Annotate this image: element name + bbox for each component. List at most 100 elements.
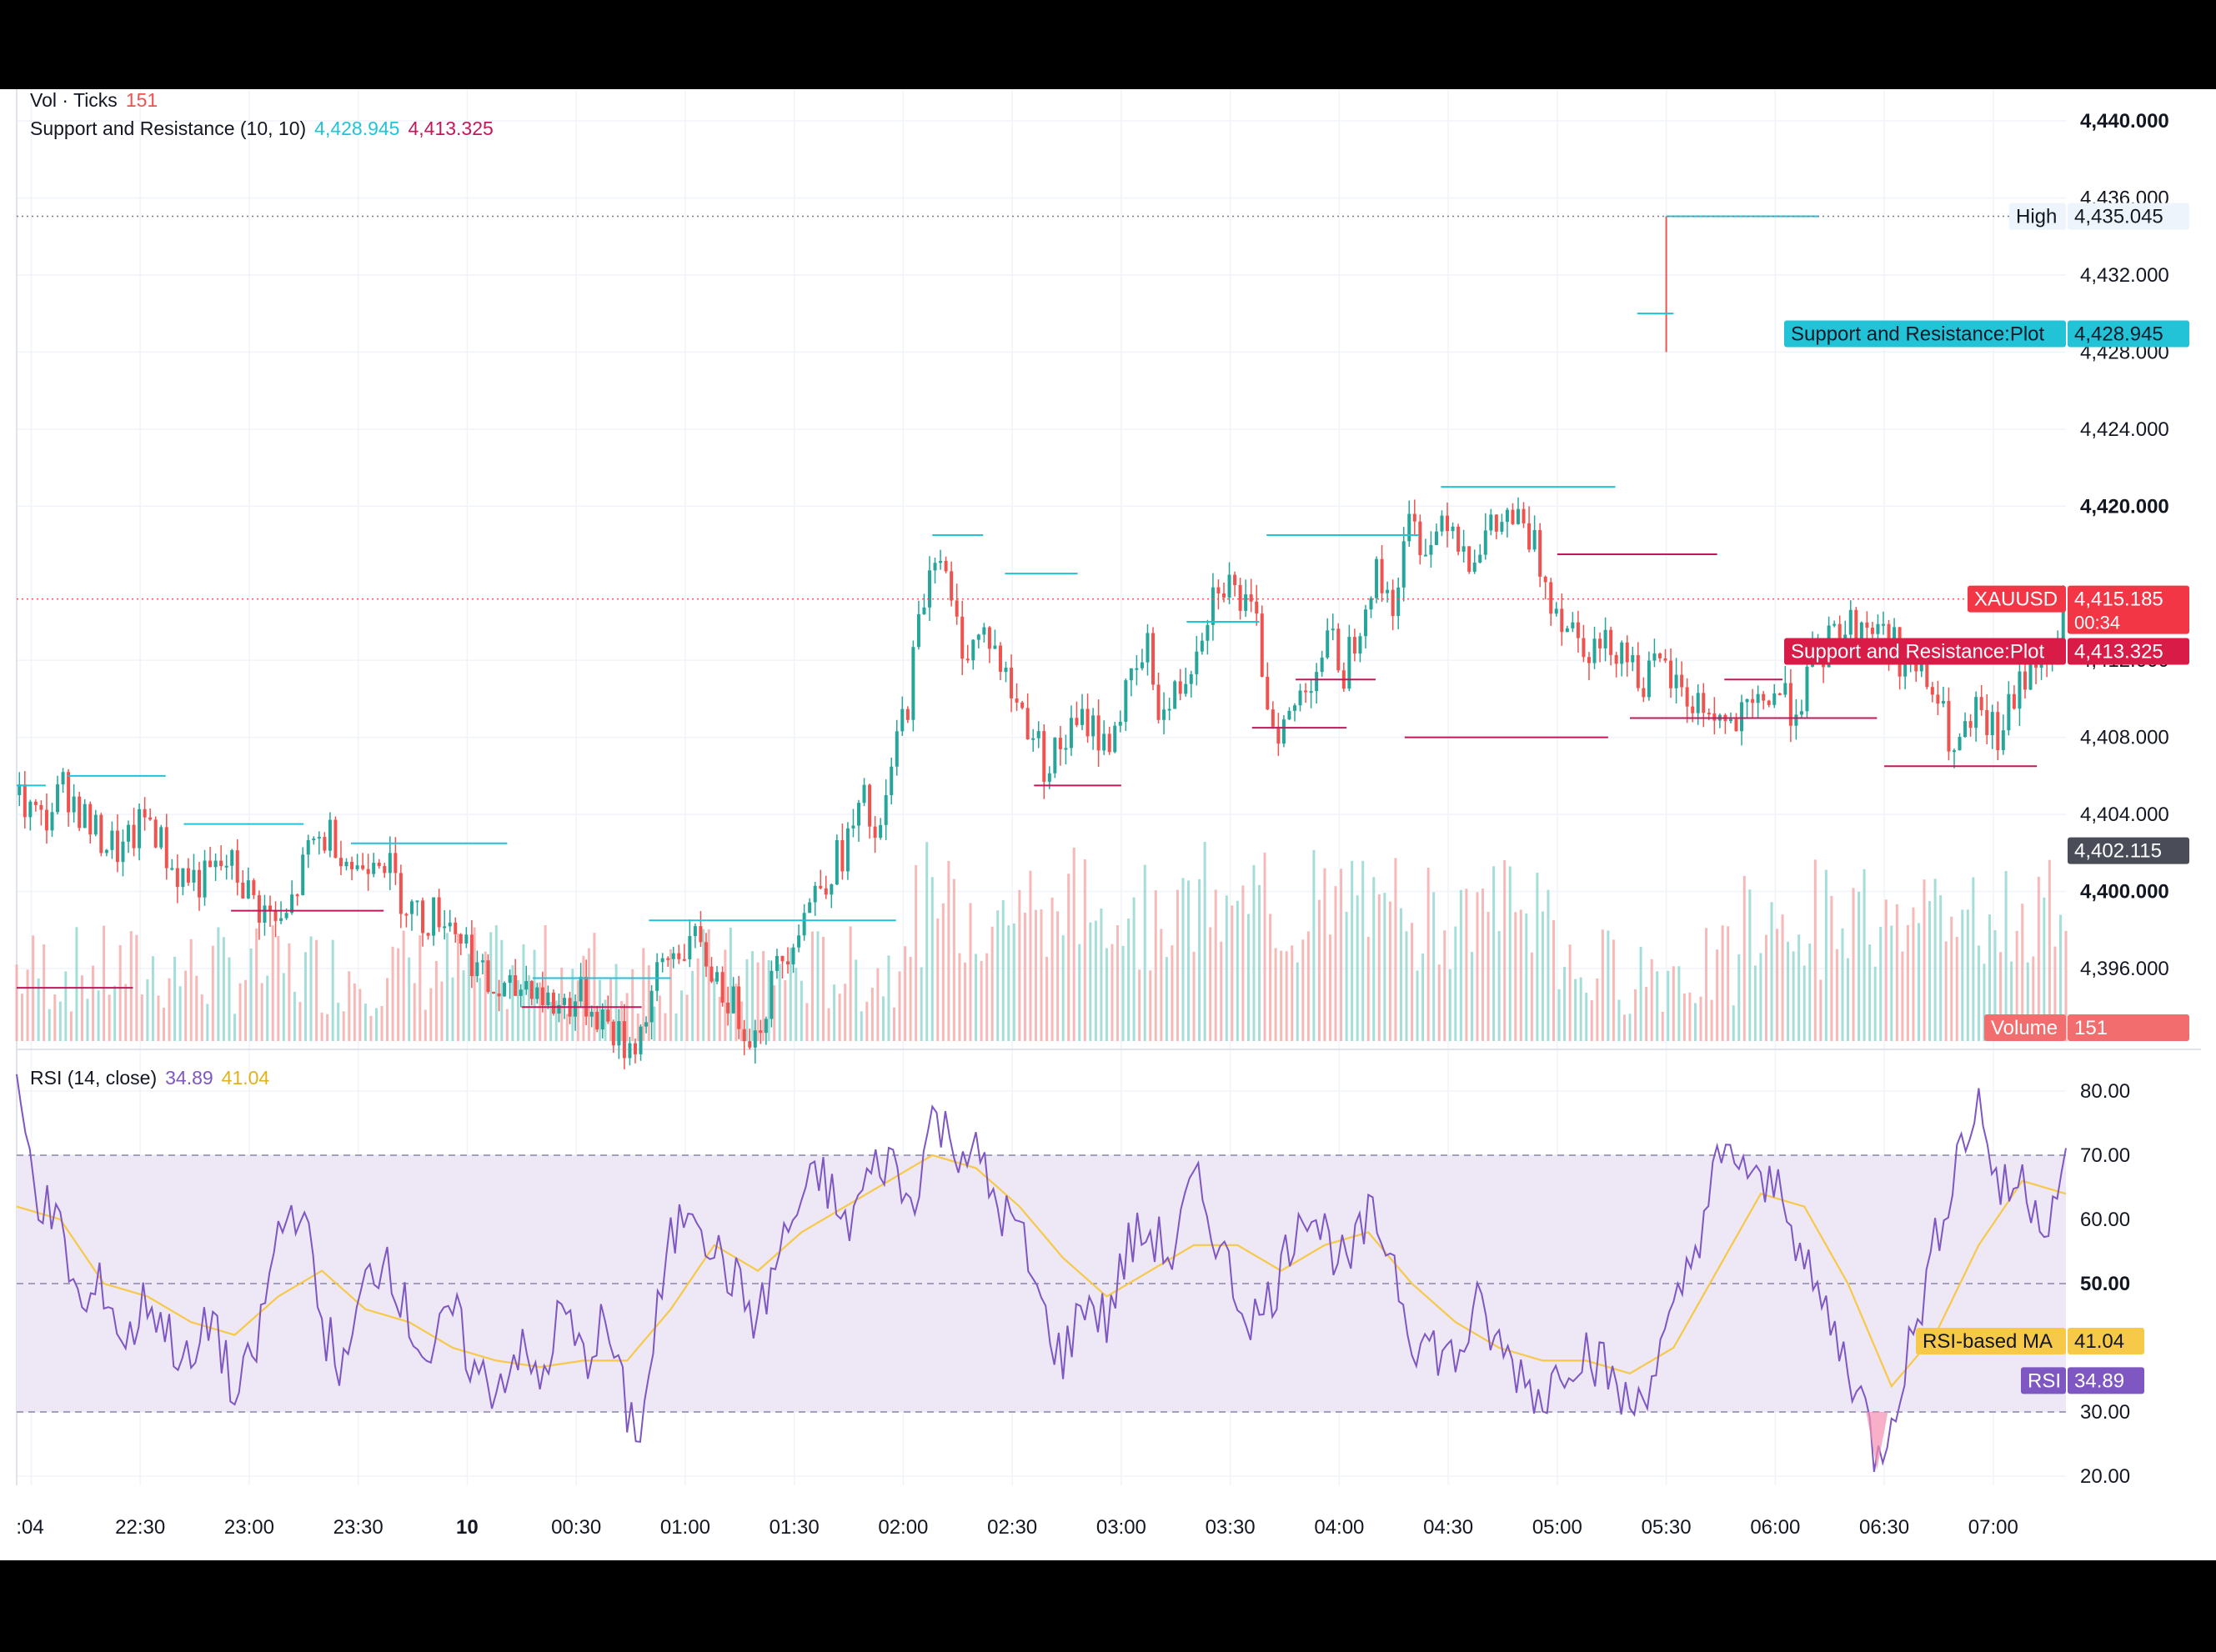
candle-body bbox=[1472, 563, 1476, 572]
price-tick-label: 4,440.000 bbox=[2080, 110, 2169, 133]
volume-bar bbox=[1514, 912, 1517, 1041]
volume-bar bbox=[1209, 927, 1212, 1041]
volume-bar bbox=[664, 1013, 667, 1041]
volume-bar bbox=[1988, 914, 1991, 1041]
candle-body bbox=[1412, 513, 1416, 522]
volume-bar bbox=[1171, 945, 1174, 1041]
candle-body bbox=[279, 918, 283, 921]
volume-bar bbox=[1317, 899, 1321, 1041]
candle-body bbox=[1805, 666, 1809, 712]
volume-bar bbox=[397, 948, 400, 1041]
candle-body bbox=[475, 962, 479, 977]
chart-area[interactable]: 4,440.000 4,436.000 4,432.000 4,428.000 4,42… bbox=[0, 89, 2216, 1560]
candle-body bbox=[1674, 674, 1678, 688]
candle-body bbox=[1320, 657, 1324, 673]
volume-bar bbox=[544, 925, 547, 1041]
volume-bar bbox=[1939, 895, 1943, 1041]
volume-bar bbox=[1917, 923, 1920, 1041]
volume-bar bbox=[881, 996, 885, 1041]
volume-bar bbox=[1525, 913, 1528, 1041]
volume-bar bbox=[631, 969, 634, 1041]
candle-body bbox=[1255, 601, 1259, 614]
volume-label-badge-text: Volume bbox=[1991, 1017, 2058, 1039]
candle-body bbox=[845, 828, 850, 872]
candle-body bbox=[677, 953, 681, 959]
candle-body bbox=[535, 987, 539, 999]
volume-bar bbox=[1105, 948, 1108, 1041]
candle-body bbox=[830, 884, 834, 895]
candle-body bbox=[1140, 662, 1144, 668]
candle-body bbox=[127, 824, 131, 842]
volume-bar bbox=[1645, 987, 1648, 1041]
volume-bar bbox=[1121, 945, 1125, 1041]
candle-body bbox=[78, 796, 82, 829]
time-tick-label: 06:30 bbox=[1859, 1516, 1909, 1539]
volume-bar bbox=[636, 1013, 639, 1041]
candle-body bbox=[1614, 654, 1618, 664]
volume-bar bbox=[92, 965, 95, 1041]
volume-bar bbox=[1236, 900, 1239, 1041]
volume-bar bbox=[855, 959, 858, 1041]
candle-body bbox=[257, 895, 261, 923]
price-tick-label: 4,400.000 bbox=[2080, 881, 2169, 904]
candle-body bbox=[546, 992, 550, 1006]
candle-body bbox=[1996, 712, 2000, 750]
volume-bar bbox=[1895, 904, 1898, 1041]
candle-body bbox=[213, 860, 218, 868]
candle-body bbox=[835, 839, 839, 885]
volume-bar bbox=[1808, 944, 1812, 1041]
candle-body bbox=[862, 784, 866, 803]
candle-body bbox=[633, 1043, 637, 1054]
volume-bar bbox=[1492, 866, 1496, 1041]
volume-bar bbox=[522, 944, 525, 1041]
candle-body bbox=[1974, 697, 1978, 728]
volume-bar bbox=[255, 928, 258, 1041]
volume-bar bbox=[751, 951, 755, 1041]
volume-bar bbox=[1923, 879, 1926, 1041]
candle-body bbox=[557, 1004, 561, 1014]
volume-bar bbox=[369, 1015, 373, 1041]
time-tick-label: 04:00 bbox=[1314, 1516, 1364, 1539]
volume-bar bbox=[363, 1003, 367, 1041]
candle-body bbox=[503, 983, 507, 997]
candle-body bbox=[1587, 657, 1591, 663]
candle-body bbox=[1936, 694, 1940, 704]
volume-bar bbox=[904, 946, 907, 1041]
rsi-tick-label: 80.00 bbox=[2080, 1080, 2130, 1103]
candle-body bbox=[939, 560, 943, 563]
rsi-line bbox=[16, 1074, 2067, 1473]
volume-bar bbox=[75, 927, 78, 1041]
volume-bar bbox=[1879, 927, 1883, 1041]
candle-body bbox=[1391, 589, 1395, 617]
volume-bar bbox=[604, 999, 607, 1041]
candle-body bbox=[1483, 530, 1487, 555]
candle-body bbox=[295, 894, 299, 897]
volume-bar bbox=[451, 977, 454, 1041]
candle-body bbox=[2028, 663, 2033, 690]
high-label-badge-bg bbox=[2009, 203, 2066, 230]
volume-bar bbox=[516, 979, 519, 1041]
chart-canvas[interactable]: 4,440.0004,436.0004,432.0004,428.0004,42… bbox=[0, 89, 2216, 1560]
candle-body bbox=[540, 987, 544, 1006]
volume-bar bbox=[1312, 849, 1316, 1041]
volume-bar bbox=[277, 936, 280, 1041]
candle-body bbox=[409, 901, 414, 914]
candle-body bbox=[1478, 554, 1482, 563]
candle-body bbox=[562, 998, 566, 1005]
volume-bar bbox=[151, 956, 154, 1041]
volume-bar bbox=[1955, 936, 1958, 1041]
candle-body bbox=[1124, 680, 1128, 722]
volume-bar bbox=[1301, 939, 1305, 1041]
volume-bar bbox=[1792, 951, 1795, 1041]
candle-body bbox=[1663, 658, 1667, 661]
candle-body bbox=[1702, 693, 1706, 713]
volume-bar bbox=[195, 975, 198, 1041]
candle-body bbox=[366, 869, 370, 874]
volume-bar bbox=[2048, 859, 2051, 1041]
volume-bar bbox=[576, 980, 579, 1041]
candle-body bbox=[268, 905, 272, 911]
candle-body bbox=[819, 885, 823, 889]
candle-body bbox=[2061, 595, 2065, 641]
volume-bar bbox=[1993, 929, 1997, 1041]
volume-bar bbox=[1067, 874, 1070, 1041]
